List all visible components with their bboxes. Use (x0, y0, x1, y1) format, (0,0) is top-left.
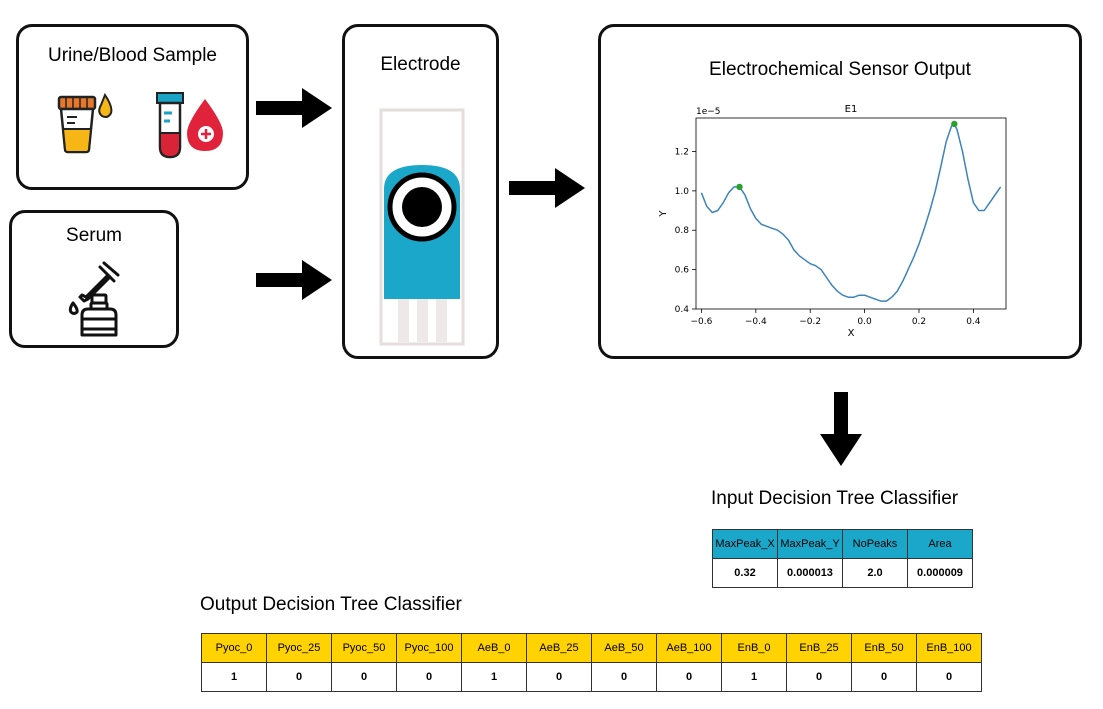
arrow-right-electrode (509, 168, 585, 208)
y-scale-label: 1e−5 (696, 107, 721, 117)
output-value-cell: 0 (786, 662, 852, 692)
x-tick-label: 0.0 (857, 317, 872, 327)
output-value-cell: 0 (591, 662, 657, 692)
y-axis-label: Y (658, 210, 669, 218)
sensor-box: Electrochemical Sensor Output (598, 24, 1082, 359)
input-header-row: MaxPeak_X MaxPeak_Y NoPeaks Area (712, 529, 973, 559)
output-header-cell: Pyoc_50 (331, 633, 397, 663)
x-tick-label: −0.6 (691, 317, 713, 327)
output-value-cell: 0 (851, 662, 917, 692)
output-header-cell: AeB_0 (461, 633, 527, 663)
arrow-right-sample (256, 88, 332, 128)
output-header-cell: Pyoc_25 (266, 633, 332, 663)
input-value-cell: 0.000009 (907, 558, 973, 588)
input-header-cell: Area (907, 529, 973, 559)
input-value-cell: 2.0 (842, 558, 908, 588)
electrode-box-title: Electrode (380, 54, 461, 75)
output-value-cell: 0 (526, 662, 592, 692)
output-value-cell: 0 (331, 662, 397, 692)
dropper-bottle-icon (68, 261, 120, 337)
serum-box: Serum (9, 210, 179, 348)
x-axis-label: X (848, 328, 855, 339)
chart-title: E1 (845, 104, 858, 115)
y-tick-label: 0.6 (675, 266, 690, 276)
input-header-cell: MaxPeak_X (712, 529, 778, 559)
output-header-cell: AeB_50 (591, 633, 657, 663)
y-tick-label: 0.8 (675, 226, 690, 236)
sensor-chart: −0.6 −0.4 −0.2 0.0 0.2 0.4 0.4 0.6 0.8 1.0 1.2 E1 X Y… (658, 104, 1007, 339)
y-tick-label: 1.0 (675, 187, 690, 197)
output-header-cell: EnB_50 (851, 633, 917, 663)
input-value-cell: 0.000013 (777, 558, 843, 588)
x-tick-label: −0.2 (799, 317, 821, 327)
output-value-cell: 0 (916, 662, 982, 692)
input-classifier-title: Input Decision Tree Classifier (711, 488, 959, 509)
input-classifier-table: MaxPeak_X MaxPeak_Y NoPeaks Area 0.32 0.0000… (712, 529, 973, 588)
input-header-cell: NoPeaks (842, 529, 908, 559)
peak-point (736, 183, 743, 191)
output-value-cell: 1 (721, 662, 787, 692)
output-header-cell: AeB_25 (526, 633, 592, 663)
electrode-box: Electrode (342, 24, 499, 359)
urine-cup-icon (57, 92, 113, 154)
sample-box-title: Urine/Blood Sample (48, 45, 217, 66)
x-tick-label: −0.4 (745, 317, 767, 327)
output-classifier-title: Output Decision Tree Classifier (200, 594, 462, 615)
series-line (700, 123, 1002, 302)
output-value-cell: 0 (266, 662, 332, 692)
input-value-cell: 0.32 (712, 558, 778, 588)
output-value-cell: 0 (396, 662, 462, 692)
output-header-cell: AeB_100 (656, 633, 722, 663)
electrode-strip-icon (379, 108, 465, 346)
output-classifier-table: Pyoc_0 Pyoc_25 Pyoc_50 Pyoc_100 AeB_0 AeB_25 A… (201, 633, 982, 692)
output-header-cell: EnB_100 (916, 633, 982, 663)
output-header-cell: EnB_25 (786, 633, 852, 663)
output-value-cell: 0 (656, 662, 722, 692)
x-tick-label: 0.2 (912, 317, 926, 327)
y-tick-label: 0.4 (675, 305, 690, 315)
arrow-down (820, 392, 862, 466)
blood-drop-icon (187, 99, 223, 151)
plot-frame (695, 117, 1007, 310)
output-value-cell: 1 (201, 662, 267, 692)
output-header-cell: EnB_0 (721, 633, 787, 663)
x-tick-label: 0.4 (966, 317, 981, 327)
serum-box-title: Serum (66, 225, 122, 246)
output-value-cell: 1 (461, 662, 527, 692)
sample-box: Urine/Blood Sample (16, 24, 249, 190)
sensor-box-title: Electrochemical Sensor Output (709, 59, 971, 80)
arrow-right-serum (256, 260, 332, 300)
y-tick-label: 1.2 (675, 147, 689, 157)
input-header-cell: MaxPeak_Y (777, 529, 843, 559)
input-value-row: 0.32 0.000013 2.0 0.000009 (712, 558, 973, 588)
output-header-cell: Pyoc_100 (396, 633, 462, 663)
blood-tube-icon (156, 92, 184, 159)
peak-point (951, 120, 958, 128)
output-header-cell: Pyoc_0 (201, 633, 267, 663)
output-header-row: Pyoc_0 Pyoc_25 Pyoc_50 Pyoc_100 AeB_0 AeB_25 A… (201, 633, 982, 663)
